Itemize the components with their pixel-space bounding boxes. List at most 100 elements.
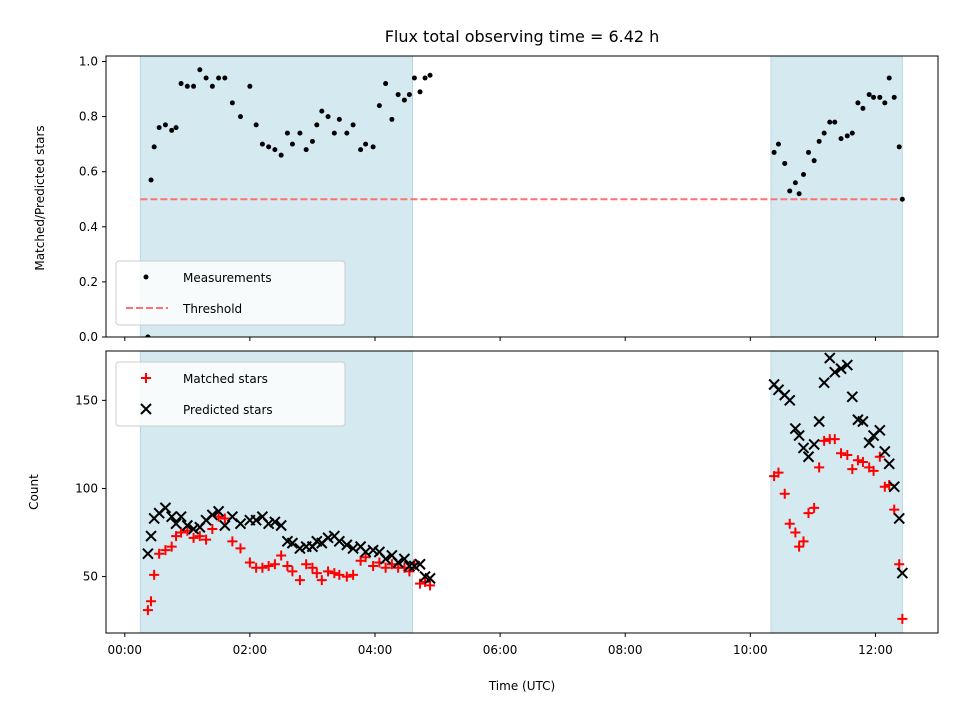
- predicted-stars-point: [824, 352, 836, 364]
- legend-marker-predicted: [140, 403, 152, 415]
- measurement-point: [162, 122, 168, 128]
- matched-stars-point: [784, 518, 795, 529]
- matched-stars-point: [819, 435, 830, 446]
- measurement-point: [395, 92, 401, 98]
- predicted-stars-point: [793, 429, 805, 442]
- matched-stars-point: [779, 488, 790, 499]
- measurement-point: [821, 130, 827, 136]
- matched-stars-point: [798, 536, 809, 547]
- predicted-stars-point: [286, 537, 299, 549]
- matched-stars-point: [334, 569, 345, 580]
- matched-stars-point: [176, 527, 187, 538]
- measurement-point: [148, 177, 154, 183]
- matched-stars-point: [803, 508, 814, 519]
- predicted-stars-series: [142, 352, 909, 585]
- measurement-point: [297, 130, 303, 136]
- measurement-point: [331, 130, 337, 136]
- measurement-point: [844, 133, 850, 139]
- matched-stars-point: [294, 575, 305, 586]
- matched-stars-point: [301, 559, 312, 570]
- predicted-stars-point: [392, 556, 404, 569]
- bottom-panel: 50 100 150 00:00 02:00 04:00 06:00 08:00 10:00 12…: [75, 350, 939, 657]
- matched-stars-point: [146, 596, 157, 607]
- measurement-point: [247, 83, 253, 89]
- matched-stars-point: [263, 561, 274, 572]
- top-legend: Measurements Threshold: [115, 260, 346, 326]
- predicted-stars-point: [234, 518, 247, 530]
- predicted-stars-point: [275, 519, 287, 532]
- measurement-point: [899, 196, 905, 202]
- matched-stars-point: [160, 545, 171, 556]
- chart-title: Flux total observing time = 6.42 h: [385, 27, 660, 46]
- matched-stars-point: [868, 465, 879, 476]
- matched-stars-point: [307, 562, 318, 573]
- measurement-point: [806, 149, 812, 155]
- top-observing-window-2: [770, 56, 903, 337]
- measurement-point: [838, 136, 844, 142]
- predicted-stars-point: [341, 539, 353, 551]
- matched-stars-point: [360, 552, 371, 563]
- measurement-point: [173, 125, 179, 131]
- measurement-point: [855, 100, 861, 106]
- predicted-stars-point: [145, 530, 157, 542]
- measurement-point: [787, 188, 793, 194]
- matched-stars-point: [149, 569, 160, 580]
- matched-stars-point: [809, 502, 820, 513]
- matched-stars-point: [188, 532, 199, 543]
- x-axis-label: Time (UTC): [488, 679, 555, 693]
- matched-stars-point: [889, 504, 900, 515]
- measurement-point: [882, 100, 888, 106]
- matched-stars-point: [244, 557, 255, 568]
- measurement-point: [178, 81, 184, 87]
- measurement-point: [314, 122, 320, 128]
- matched-stars-point: [404, 566, 415, 577]
- matched-stars-point: [142, 605, 153, 616]
- matched-stars-point: [276, 550, 287, 561]
- predicted-stars-point: [212, 505, 225, 518]
- measurement-point: [216, 75, 222, 81]
- measurement-point: [197, 67, 203, 73]
- legend-label: Matched stars: [183, 372, 268, 386]
- measurement-point: [350, 122, 356, 128]
- xtick-label: 00:00: [107, 643, 142, 657]
- xtick-label: 10:00: [733, 643, 768, 657]
- predicted-stars-point: [813, 415, 825, 428]
- xtick-label: 04:00: [358, 643, 393, 657]
- measurement-point: [427, 72, 433, 78]
- matched-stars-point: [166, 541, 177, 552]
- matched-stars-point: [415, 578, 426, 589]
- predicted-stars-point: [379, 553, 392, 565]
- measurement-point: [278, 152, 284, 158]
- predicted-stars-point: [206, 509, 219, 521]
- matched-stars-point: [857, 457, 868, 468]
- legend-label: Predicted stars: [183, 403, 273, 417]
- bottom-ytick-label: 50: [83, 570, 98, 584]
- predicted-stars-point: [181, 519, 194, 532]
- top-axes-frame: [105, 55, 939, 338]
- matched-stars-point: [874, 451, 885, 462]
- matched-stars-point: [814, 462, 825, 473]
- measurement-point: [184, 83, 190, 89]
- matched-stars-point: [194, 531, 205, 542]
- predicted-stars-point: [808, 438, 820, 451]
- measurement-point: [325, 114, 331, 120]
- measurement-point: [370, 144, 376, 150]
- matched-stars-point: [235, 543, 246, 554]
- predicted-stars-point: [893, 512, 905, 525]
- matched-stars-point: [852, 455, 863, 466]
- matched-stars-point: [269, 559, 280, 570]
- measurements-series: [145, 67, 905, 337]
- measurement-point: [866, 92, 872, 98]
- measurement-point: [303, 147, 309, 153]
- measurement-point: [259, 141, 265, 147]
- predicted-stars-point: [829, 366, 841, 378]
- predicted-stars-point: [175, 510, 187, 523]
- measurement-point: [203, 75, 209, 81]
- measurement-point: [191, 83, 197, 89]
- predicted-stars-point: [398, 553, 411, 565]
- measurement-point: [891, 94, 897, 100]
- matched-stars-point: [836, 448, 847, 459]
- measurement-point: [796, 191, 802, 197]
- matched-stars-point: [287, 566, 298, 577]
- measurement-point: [272, 147, 278, 153]
